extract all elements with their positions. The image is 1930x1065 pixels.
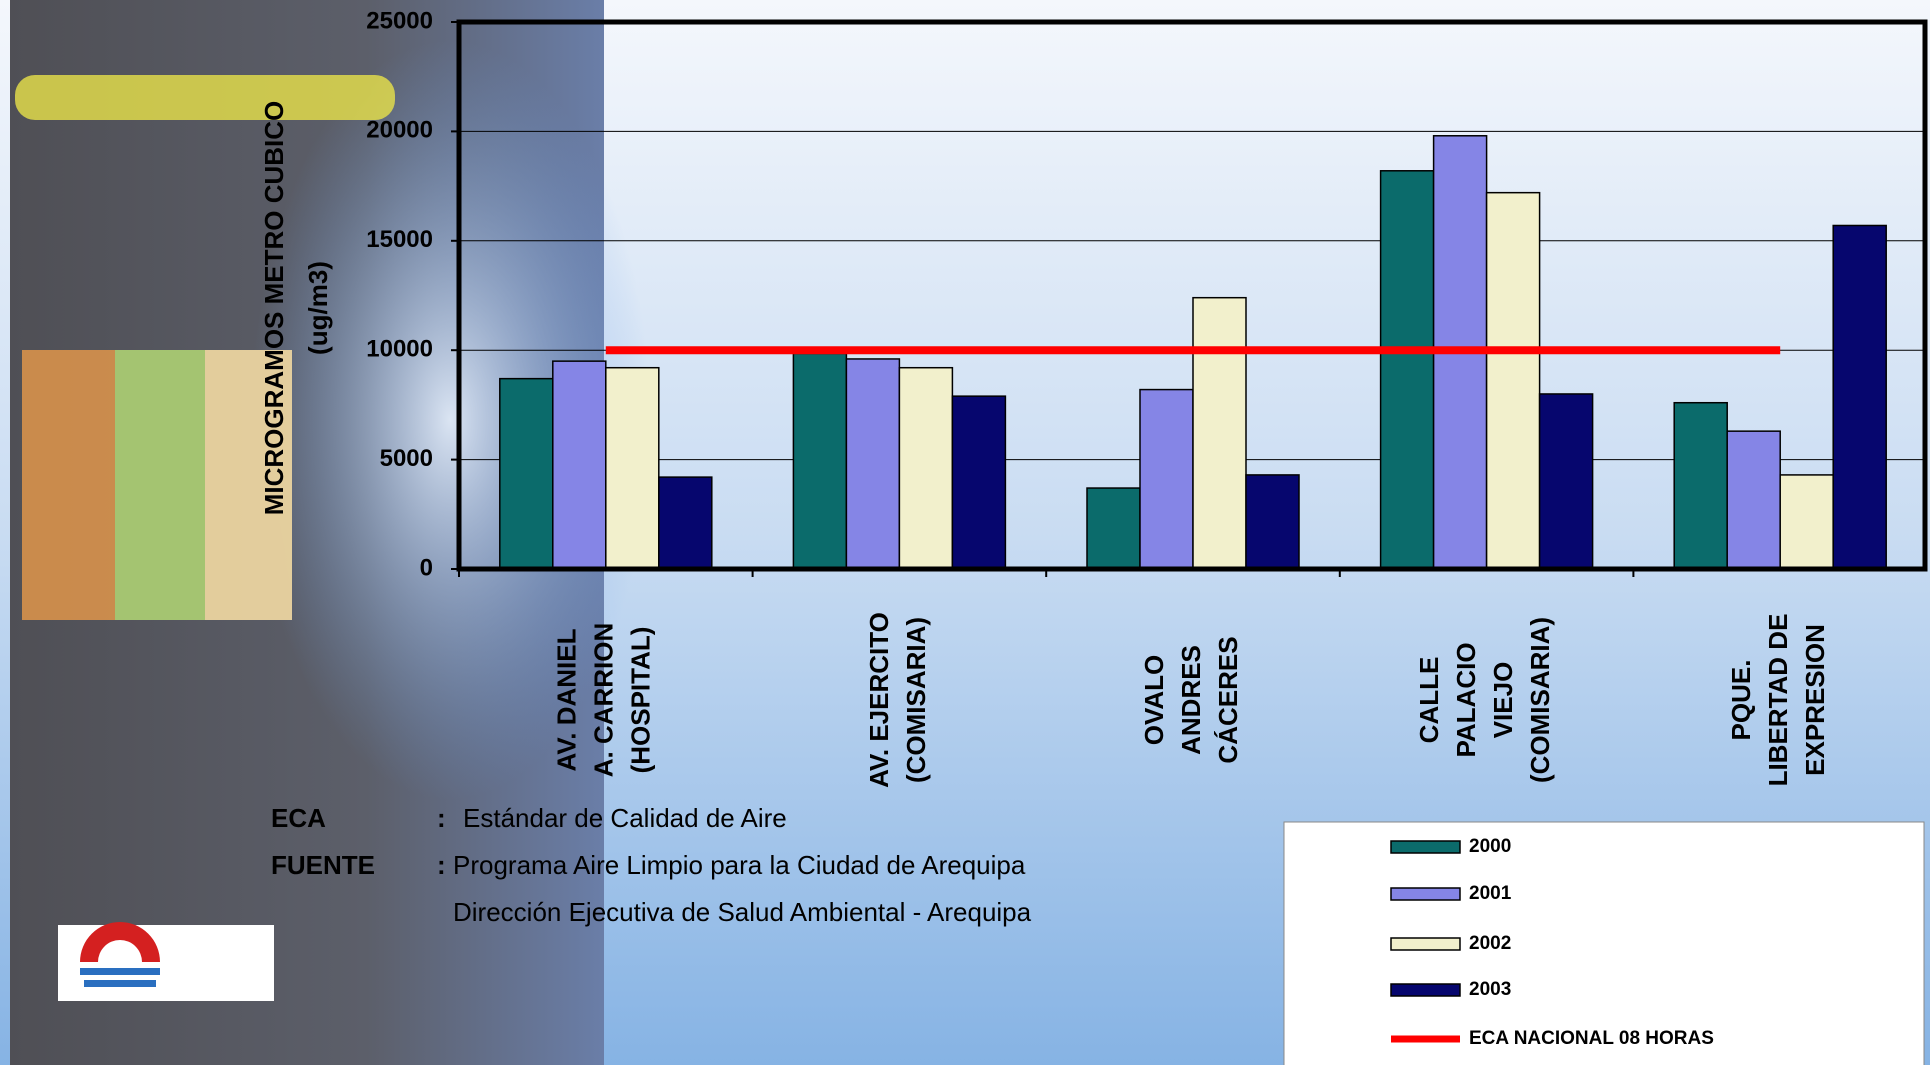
note-text: Estándar de Calidad de Aire [463, 803, 787, 833]
note-term: FUENTE [271, 850, 375, 880]
legend-swatch [1390, 887, 1461, 901]
bar [1139, 388, 1194, 570]
bar [1538, 393, 1594, 570]
bar [1673, 401, 1728, 570]
x-tick-label: ANDRES [1176, 645, 1206, 755]
background-glow [250, 40, 650, 800]
x-tick-label: VIEJO [1488, 662, 1518, 739]
bar [1726, 430, 1781, 570]
bar [1086, 487, 1141, 570]
legend-swatch [1390, 983, 1461, 997]
y-tick-label: 15000 [366, 226, 433, 253]
x-tick-label: AV. DANIEL [552, 628, 582, 771]
bar [792, 352, 848, 570]
legend-label: ECA NACIONAL 08 HORAS [1469, 1028, 1714, 1049]
x-tick-label: A. CARRION [589, 623, 619, 778]
note-term: ECA [271, 803, 326, 833]
x-tick-label: AV. EJERCITO [864, 612, 894, 788]
note-separator: : [437, 803, 446, 833]
legend-label: 2000 [1469, 836, 1511, 857]
note-text: Dirección Ejecutiva de Salud Ambiental -… [453, 897, 1032, 927]
logo-decoration [205, 350, 292, 620]
logo-mark [80, 968, 160, 975]
x-tick-label: LIBERTAD DE [1763, 614, 1793, 787]
y-tick-label: 20000 [366, 117, 433, 144]
x-tick-label: EXPRESION [1800, 624, 1830, 776]
banner-decoration [15, 75, 395, 120]
x-tick-label: (COMISARIA) [1525, 617, 1555, 783]
legend-label: 2003 [1469, 979, 1511, 1000]
logo-mark [84, 980, 156, 987]
y-tick-label: 10000 [366, 336, 433, 363]
plot-frame [456, 19, 1928, 572]
x-tick-label: (COMISARIA) [901, 617, 931, 783]
y-axis-label: MICROGRAMOS METRO CUBICO [259, 101, 289, 516]
bar [951, 395, 1007, 570]
x-tick-label: CALLE [1414, 657, 1444, 744]
bar [898, 366, 954, 570]
bar [499, 377, 554, 570]
bar [1485, 191, 1541, 570]
legend-label: 2002 [1469, 933, 1511, 954]
x-tick-label: OVALO [1139, 655, 1169, 746]
bar [605, 366, 660, 570]
bar [1379, 170, 1435, 570]
bar [1832, 224, 1887, 570]
bar [845, 358, 901, 570]
y-tick-label: 0 [420, 554, 433, 581]
bar [658, 476, 713, 570]
bar [1192, 296, 1247, 570]
bar [1779, 474, 1834, 570]
legend-label: 2001 [1469, 883, 1512, 904]
y-axis-label: (ug/m3) [303, 261, 333, 355]
logo-decoration [115, 350, 205, 620]
x-tick-label: PALACIO [1451, 642, 1481, 757]
x-tick-label: (HOSPITAL) [626, 627, 656, 774]
y-tick-label: 5000 [380, 445, 433, 472]
legend-swatch [1390, 840, 1461, 854]
legend-swatch [1390, 937, 1461, 951]
bar [1245, 474, 1300, 570]
logo-mark [80, 922, 160, 962]
x-tick-label: CÁCERES [1213, 636, 1243, 763]
y-tick-label: 25000 [366, 7, 433, 34]
note-text: Programa Aire Limpio para la Ciudad de A… [453, 850, 1026, 880]
note-separator: : [437, 850, 446, 880]
x-tick-label: PQUE. [1726, 660, 1756, 741]
bar [552, 360, 607, 570]
